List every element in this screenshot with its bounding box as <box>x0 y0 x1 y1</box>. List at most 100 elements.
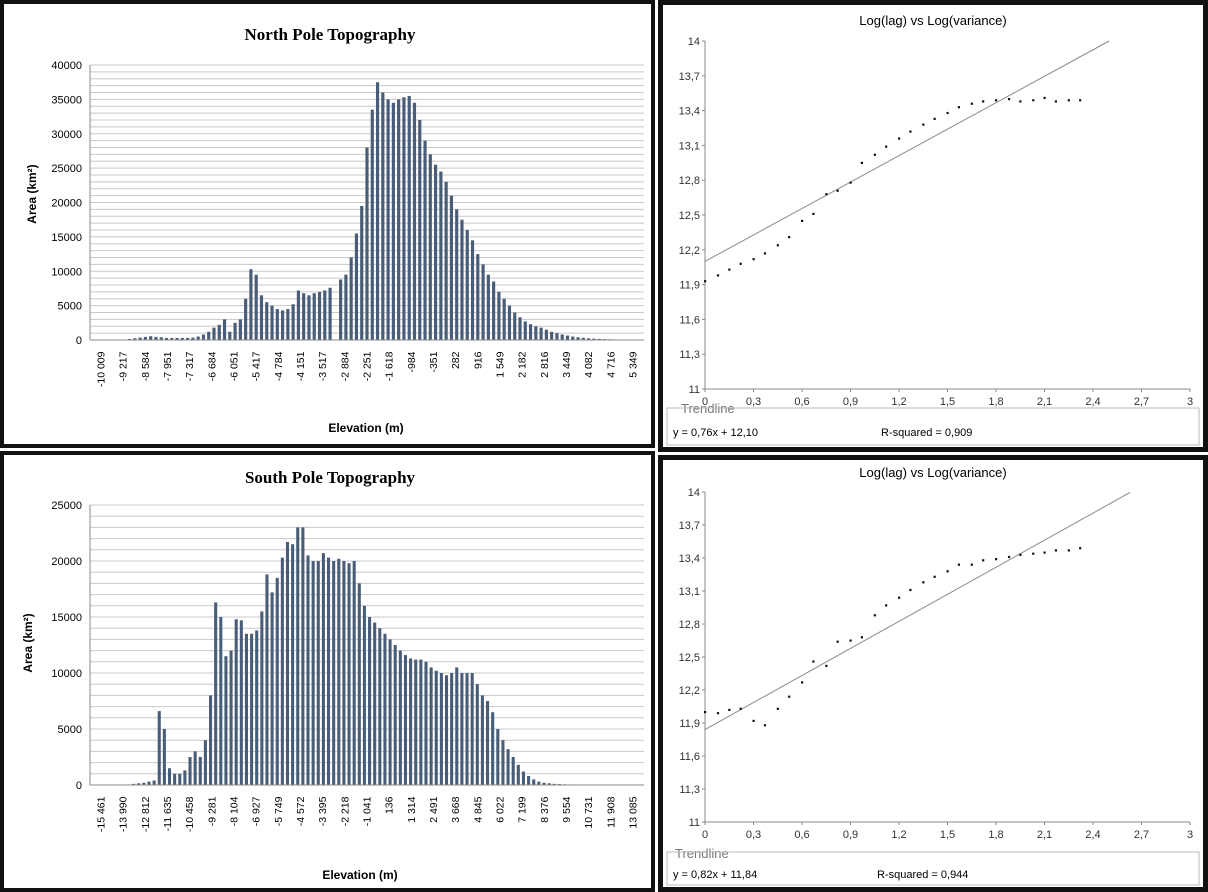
x-tick-label: -7 951 <box>162 351 174 381</box>
bar <box>143 336 147 340</box>
y-tick-label: 14 <box>688 487 700 499</box>
data-point <box>873 614 876 617</box>
x-tick-label: -6 927 <box>251 796 263 826</box>
x-tick-label: -8 104 <box>229 796 241 826</box>
data-point <box>860 161 864 164</box>
bar <box>137 783 141 785</box>
bar <box>409 658 413 785</box>
bar <box>560 334 564 340</box>
x-tick-label: 1,2 <box>891 396 906 408</box>
bar <box>244 298 248 340</box>
data-point <box>763 252 767 255</box>
x-tick-label: 7 199 <box>517 796 529 822</box>
south-pole-histogram: South Pole Topography Area (km²) Elevati… <box>21 468 644 882</box>
data-point <box>716 712 720 715</box>
bar <box>511 757 515 785</box>
x-tick-label: 916 <box>472 351 484 369</box>
x-tick-label: -7 317 <box>184 351 196 381</box>
x-tick-label: 1,8 <box>988 829 1003 841</box>
data-point <box>1079 99 1082 102</box>
bar <box>149 336 153 340</box>
bar <box>275 309 279 340</box>
data-point <box>825 193 828 196</box>
x-tick-label: 10 731 <box>583 796 595 828</box>
bar <box>344 274 348 340</box>
data-point <box>788 236 791 239</box>
bar <box>373 622 377 785</box>
x-tick-label: 2,4 <box>1085 829 1100 841</box>
x-axis-label: Elevation (m) <box>328 421 403 435</box>
data-point <box>898 137 901 140</box>
bar <box>286 309 290 340</box>
bar <box>537 781 541 785</box>
bar <box>159 337 163 340</box>
data-point <box>957 106 961 109</box>
bar <box>418 120 422 340</box>
bar <box>565 335 570 340</box>
data-point <box>995 558 998 561</box>
bar <box>378 628 382 785</box>
x-tick-label: 0,6 <box>794 396 809 408</box>
x-tick-label: -12 812 <box>140 796 152 832</box>
data-point <box>1007 98 1011 101</box>
y-tick-label: 20000 <box>51 556 82 568</box>
x-tick-label: 1,8 <box>988 396 1003 408</box>
data-point <box>933 575 936 578</box>
x-axis-label: Elevation (m) <box>322 868 397 882</box>
x-tick-label: 4 082 <box>583 351 595 377</box>
bar <box>270 305 274 340</box>
bar <box>407 95 411 340</box>
chart-title: South Pole Topography <box>245 468 416 487</box>
bar <box>547 783 551 785</box>
data-point <box>1032 99 1035 102</box>
x-tick-label: 5 349 <box>627 351 639 377</box>
y-tick-label: 11,9 <box>679 718 700 730</box>
y-axis-label: Area (km²) <box>21 613 35 672</box>
y-tick-label: 35000 <box>51 94 82 106</box>
x-tick-label: -1 618 <box>384 351 396 381</box>
bar <box>337 558 341 785</box>
x-tick-label: -4 151 <box>295 351 307 381</box>
bar <box>513 312 517 340</box>
y-tick-label: 11,6 <box>679 751 700 763</box>
x-tick-label: 1,5 <box>940 829 955 841</box>
data-point <box>982 559 985 562</box>
bar <box>328 287 332 340</box>
x-tick-label: 2,4 <box>1085 396 1100 408</box>
data-point <box>946 570 949 573</box>
data-point <box>801 219 804 222</box>
bar <box>291 304 295 340</box>
y-tick-label: 25000 <box>51 163 82 175</box>
y-tick-label: 13,1 <box>679 586 700 598</box>
x-tick-label: -5 749 <box>273 796 285 826</box>
r-squared: R-squared = 0,909 <box>881 427 972 439</box>
bar <box>188 757 192 785</box>
data-point <box>836 640 839 643</box>
bar <box>296 290 300 340</box>
trendline-label: Trendline <box>675 846 729 861</box>
bar <box>209 695 213 785</box>
x-tick-label: -15 461 <box>96 796 108 832</box>
bar <box>339 279 343 340</box>
bar <box>360 205 364 340</box>
bar <box>423 140 427 340</box>
x-tick-label: -9 281 <box>206 796 218 826</box>
south-pole-chart-panel: South Pole Topography Area (km²) Elevati… <box>0 451 655 892</box>
bar <box>186 337 190 340</box>
x-tick-label: -10 009 <box>96 351 108 387</box>
south-log-scatter: Log(lag) vs Log(variance) Trendline y = … <box>666 465 1200 886</box>
bar <box>260 611 264 785</box>
x-tick-label: 0,9 <box>843 396 858 408</box>
bar <box>460 219 464 340</box>
bar <box>203 740 207 785</box>
bar <box>244 633 248 785</box>
bar <box>370 109 374 340</box>
y-tick-label: 15000 <box>51 232 82 244</box>
bar <box>393 645 397 785</box>
bar <box>255 630 259 785</box>
bar <box>368 617 372 785</box>
bar <box>552 783 556 785</box>
bar <box>506 749 510 785</box>
bar <box>301 527 305 785</box>
bar <box>516 764 520 785</box>
